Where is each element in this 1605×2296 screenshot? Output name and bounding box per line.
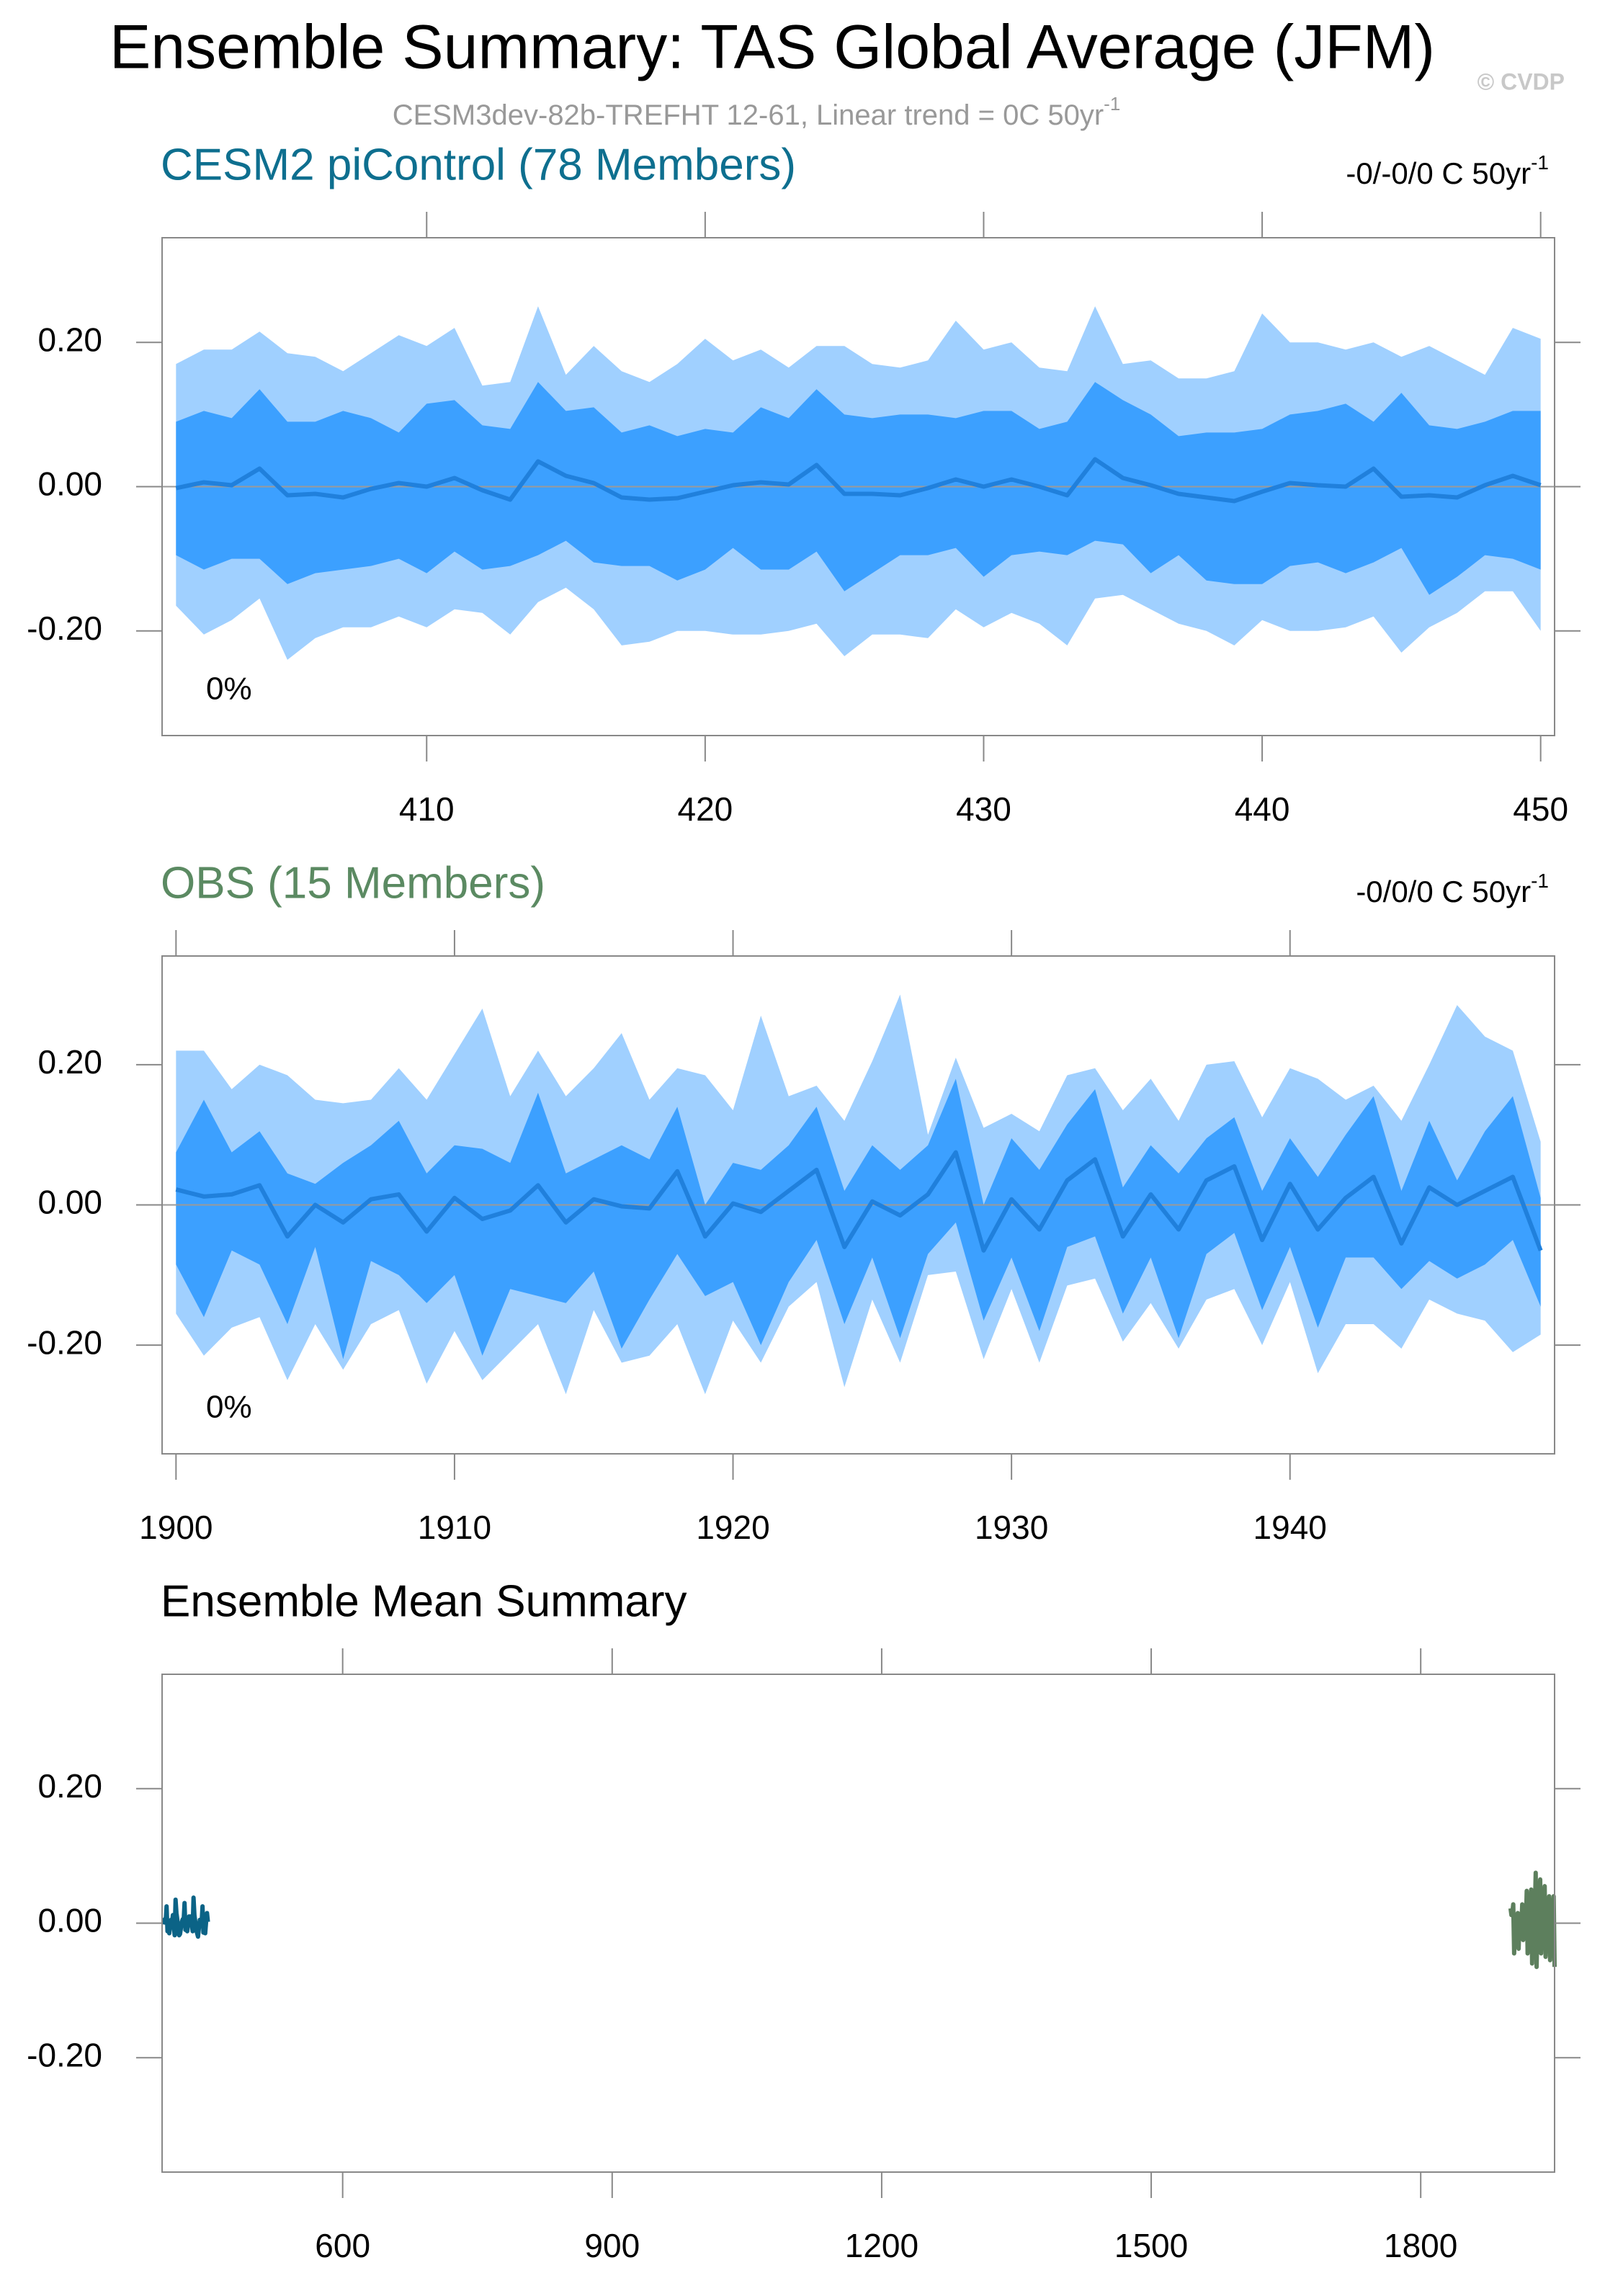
subtitle-text: CESM3dev-82b-TREFHT 12-61, Linear trend … [393,99,1104,131]
subtitle: CESM3dev-82b-TREFHT 12-61, Linear trend … [393,93,1121,131]
trend-sup: -1 [1531,870,1549,892]
y-tick-label: 0.20 [37,1767,102,1805]
x-tick-label: 1930 [975,1509,1048,1546]
panel-title: CESM2 piControl (78 Members) [161,140,796,189]
x-tick-label: 1920 [696,1509,769,1546]
x-tick-label: 900 [584,2227,640,2264]
panel-title: OBS (15 Members) [161,858,545,908]
y-tick-label: 0.00 [37,1184,102,1221]
mean-line [161,1895,210,1939]
trend-text: -0/0/0 C 50yr [1356,875,1531,908]
x-tick-label: 1910 [418,1509,491,1546]
x-tick-label: 1800 [1384,2227,1457,2264]
mean-line [1508,1870,1557,1970]
x-tick-label: 450 [1513,790,1568,828]
y-tick-label: -0.20 [27,609,102,647]
trend-label: -0/-0/0 C 50yr-1 [1346,151,1549,190]
x-tick-label: 1900 [139,1509,213,1546]
y-tick-label: -0.20 [27,2036,102,2073]
x-tick-label: 1200 [845,2227,918,2264]
y-tick-label: 0.00 [37,465,102,503]
x-tick-label: 600 [315,2227,370,2264]
x-tick-label: 430 [956,790,1011,828]
x-tick-label: 1940 [1253,1509,1327,1546]
mean-line [175,457,1542,504]
subtitle-sup: -1 [1104,93,1120,115]
mean-line [175,1150,1543,1253]
spread-band [176,1078,1541,1359]
y-tick-label: -0.20 [27,1323,102,1361]
x-tick-label: 410 [399,790,455,828]
trend-label: -0/0/0 C 50yr-1 [1356,870,1549,908]
plot-frame [161,1674,1555,2173]
trend-sup: -1 [1531,151,1549,174]
page-title: Ensemble Summary: TAS Global Average (JF… [109,13,1435,82]
copyright: © CVDP [1477,68,1565,94]
y-tick-label: 0.20 [37,1043,102,1081]
annotation: 0% [206,1390,252,1425]
annotation: 0% [206,671,252,707]
y-tick-label: 0.00 [37,1902,102,1939]
panel-title: Ensemble Mean Summary [161,1576,687,1626]
x-tick-label: 1500 [1114,2227,1188,2264]
x-tick-label: 440 [1235,790,1290,828]
trend-text: -0/-0/0 C 50yr [1346,156,1531,190]
y-tick-label: 0.20 [37,321,102,358]
x-tick-label: 420 [677,790,733,828]
spread-band [176,382,1541,595]
